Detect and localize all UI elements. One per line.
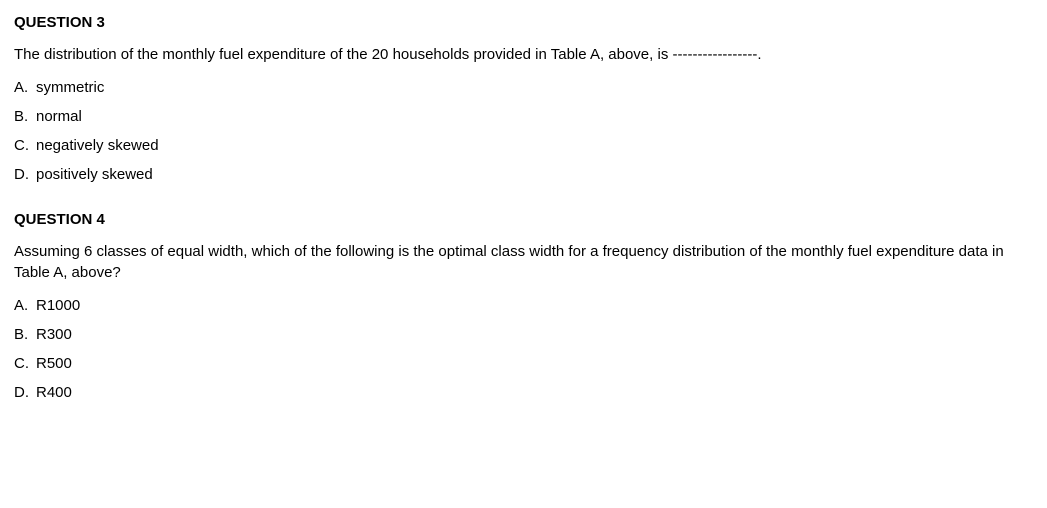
option-letter: C. (14, 137, 36, 154)
option-c[interactable]: C. negatively skewed (14, 137, 1033, 154)
question-stem: Assuming 6 classes of equal width, which… (14, 242, 1033, 283)
option-letter: A. (14, 297, 36, 314)
option-text: negatively skewed (36, 137, 159, 154)
option-letter: B. (14, 326, 36, 343)
option-text: R400 (36, 384, 72, 401)
question-title: QUESTION 4 (14, 211, 1033, 228)
option-letter: A. (14, 79, 36, 96)
option-text: symmetric (36, 79, 104, 96)
option-d[interactable]: D. positively skewed (14, 166, 1033, 183)
option-letter: B. (14, 108, 36, 125)
question-title: QUESTION 3 (14, 14, 1033, 31)
option-letter: C. (14, 355, 36, 372)
options-list: A. symmetric B. normal C. negatively ske… (14, 79, 1033, 183)
option-text: R1000 (36, 297, 80, 314)
option-text: R500 (36, 355, 72, 372)
option-letter: D. (14, 384, 36, 401)
question-stem: The distribution of the monthly fuel exp… (14, 45, 1033, 65)
option-text: normal (36, 108, 82, 125)
option-b[interactable]: B. R300 (14, 326, 1033, 343)
option-a[interactable]: A. symmetric (14, 79, 1033, 96)
question-3-block: QUESTION 3 The distribution of the month… (14, 14, 1033, 183)
options-list: A. R1000 B. R300 C. R500 D. R400 (14, 297, 1033, 401)
option-a[interactable]: A. R1000 (14, 297, 1033, 314)
option-d[interactable]: D. R400 (14, 384, 1033, 401)
option-text: R300 (36, 326, 72, 343)
question-4-block: QUESTION 4 Assuming 6 classes of equal w… (14, 211, 1033, 401)
option-b[interactable]: B. normal (14, 108, 1033, 125)
option-letter: D. (14, 166, 36, 183)
option-text: positively skewed (36, 166, 153, 183)
option-c[interactable]: C. R500 (14, 355, 1033, 372)
